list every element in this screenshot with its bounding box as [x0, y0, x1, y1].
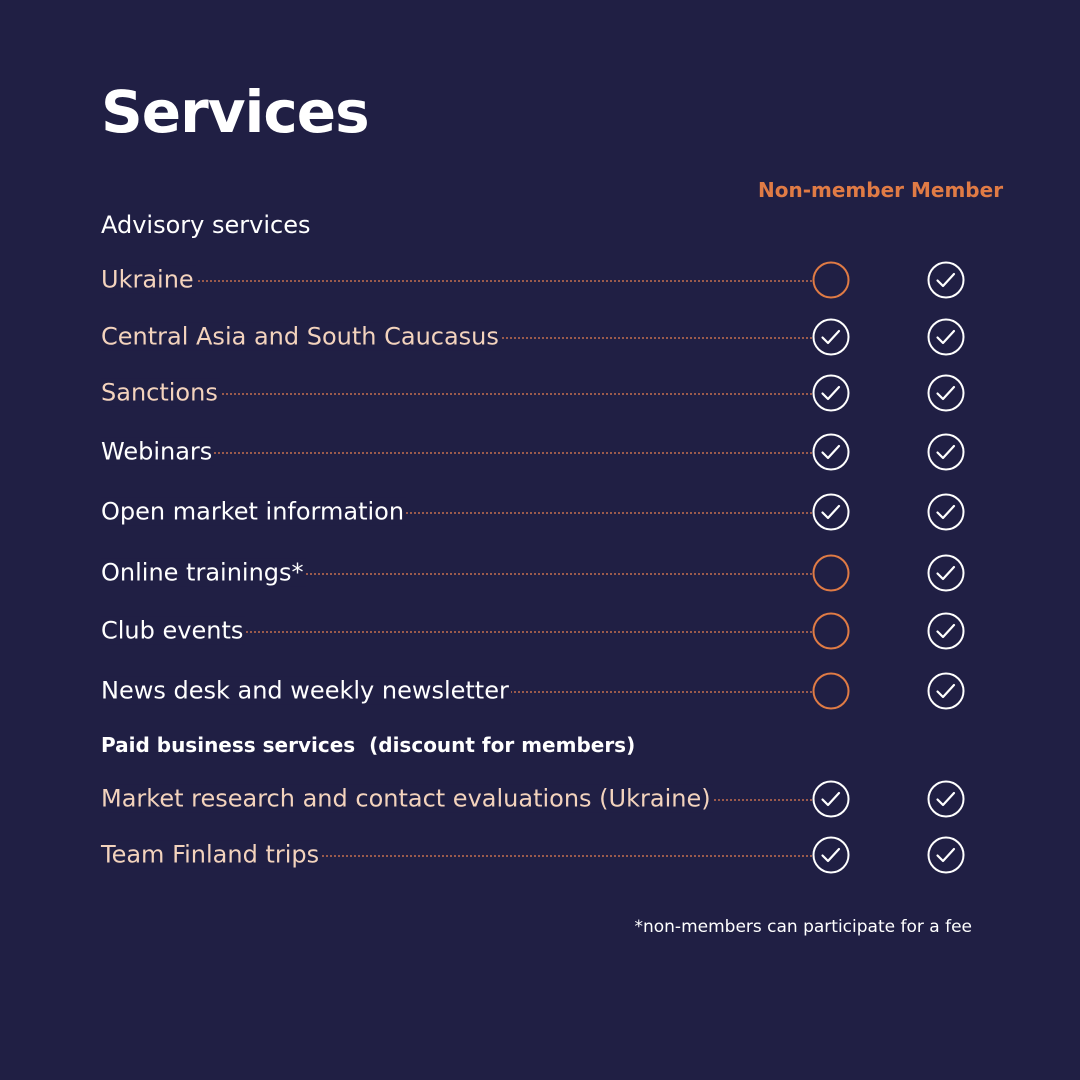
- non-member-empty-circle-icon: [812, 554, 850, 592]
- member-check-circle-icon: [927, 836, 965, 874]
- member-check-circle-icon: [927, 318, 965, 356]
- page-title: Services: [101, 78, 370, 146]
- service-row: Central Asia and South Caucasus: [101, 317, 981, 357]
- service-label: Ukraine: [101, 265, 196, 294]
- footnote: *non-members can participate for a fee: [634, 917, 972, 937]
- non-member-empty-circle-icon: [812, 261, 850, 299]
- section-heading-paid: Paid business services (discount for mem…: [101, 733, 636, 757]
- service-label: Open market information: [101, 497, 407, 526]
- member-check-circle-icon: [927, 780, 965, 818]
- service-row: Open market information: [101, 492, 981, 532]
- member-check-circle-icon: [927, 433, 965, 471]
- service-row: Ukraine: [101, 260, 981, 300]
- service-row: Team Finland trips: [101, 835, 981, 875]
- non-member-check-circle-icon: [812, 318, 850, 356]
- service-label: Webinars: [101, 437, 215, 466]
- member-check-circle-icon: [927, 672, 965, 710]
- dotted-leader: [101, 855, 812, 857]
- service-label: Sanctions: [101, 378, 220, 407]
- service-row: Club events: [101, 611, 981, 651]
- dotted-leader: [101, 393, 812, 395]
- service-row: Online trainings*: [101, 553, 981, 593]
- non-member-check-circle-icon: [812, 374, 850, 412]
- non-member-empty-circle-icon: [812, 612, 850, 650]
- service-label: Central Asia and South Caucasus: [101, 322, 501, 351]
- dotted-leader: [101, 631, 812, 633]
- service-row: Webinars: [101, 432, 981, 472]
- member-check-circle-icon: [927, 261, 965, 299]
- dotted-leader: [101, 452, 812, 454]
- section-heading-advisory: Advisory services: [101, 211, 311, 239]
- member-check-circle-icon: [927, 612, 965, 650]
- dotted-leader: [101, 512, 812, 514]
- service-row: News desk and weekly newsletter: [101, 671, 981, 711]
- non-member-check-circle-icon: [812, 836, 850, 874]
- service-row: Market research and contact evaluations …: [101, 779, 981, 819]
- column-header-non-member: Non-member: [758, 178, 905, 202]
- non-member-empty-circle-icon: [812, 672, 850, 710]
- member-check-circle-icon: [927, 374, 965, 412]
- service-row: Sanctions: [101, 373, 981, 413]
- non-member-check-circle-icon: [812, 780, 850, 818]
- service-label: Market research and contact evaluations …: [101, 784, 713, 813]
- service-label: Club events: [101, 616, 246, 645]
- service-label: Online trainings*: [101, 558, 306, 587]
- dotted-leader: [101, 280, 812, 282]
- member-check-circle-icon: [927, 493, 965, 531]
- non-member-check-circle-icon: [812, 433, 850, 471]
- non-member-check-circle-icon: [812, 493, 850, 531]
- member-check-circle-icon: [927, 554, 965, 592]
- dotted-leader: [101, 573, 812, 575]
- service-label: Team Finland trips: [101, 840, 322, 869]
- column-header-member: Member: [911, 178, 1004, 202]
- service-label: News desk and weekly newsletter: [101, 676, 511, 705]
